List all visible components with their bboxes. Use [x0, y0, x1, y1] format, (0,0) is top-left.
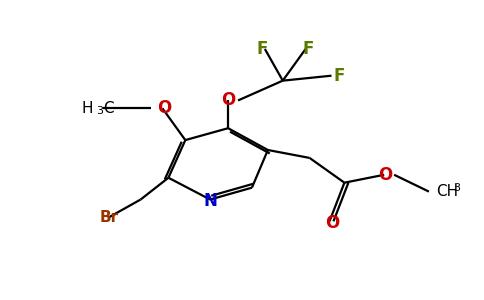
Text: O: O — [221, 92, 235, 110]
Text: 3: 3 — [96, 106, 103, 116]
Text: F: F — [334, 67, 345, 85]
Text: C: C — [103, 101, 113, 116]
Text: O: O — [325, 214, 340, 232]
Text: Br: Br — [99, 210, 118, 225]
Text: F: F — [303, 40, 314, 58]
Text: CH: CH — [436, 184, 458, 199]
Text: H: H — [81, 101, 93, 116]
Text: F: F — [256, 40, 268, 58]
Text: 3: 3 — [453, 183, 460, 193]
Text: N: N — [203, 191, 217, 209]
Text: O: O — [157, 99, 171, 117]
Text: O: O — [378, 166, 393, 184]
